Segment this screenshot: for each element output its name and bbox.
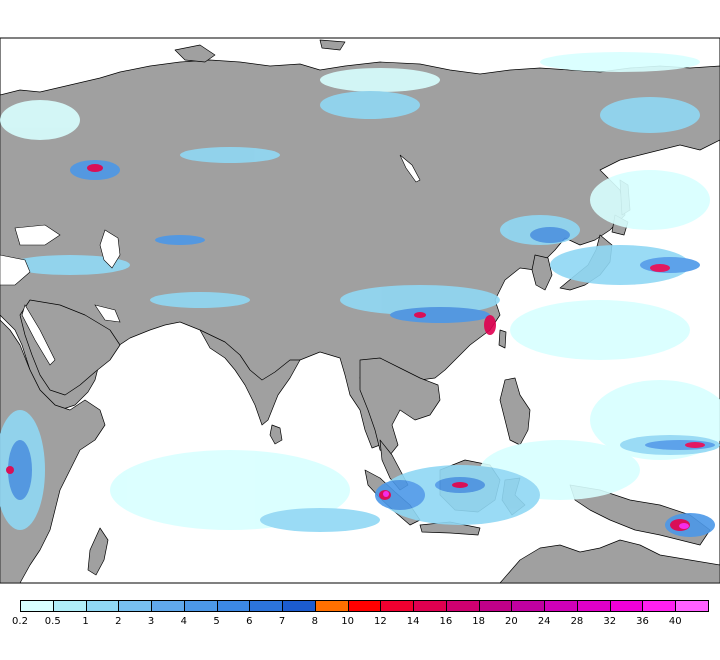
legend-color-box bbox=[511, 600, 546, 612]
legend-color-box bbox=[675, 600, 709, 612]
legend-color-box bbox=[544, 600, 578, 612]
legend-color-box bbox=[478, 600, 513, 612]
legend-color-box bbox=[445, 600, 480, 612]
legend-label: 2 bbox=[115, 616, 122, 627]
caspian-sea bbox=[99, 229, 121, 269]
legend-label: 28 bbox=[570, 616, 584, 627]
legend-color-box bbox=[314, 600, 349, 612]
legend-label: 0.5 bbox=[44, 616, 61, 627]
legend-label: 36 bbox=[636, 616, 649, 627]
legend-label: 14 bbox=[406, 616, 420, 627]
legend-label: 6 bbox=[246, 616, 253, 627]
legend-label: 32 bbox=[603, 616, 617, 627]
legend-color-box bbox=[85, 600, 120, 612]
legend-color-box bbox=[216, 600, 251, 612]
sri-lanka-island bbox=[269, 424, 283, 445]
persian-gulf bbox=[94, 304, 121, 323]
legend-label: 12 bbox=[374, 616, 387, 627]
legend-color-box bbox=[347, 600, 382, 612]
arabian-peninsula bbox=[19, 299, 121, 396]
legend-color-box bbox=[249, 600, 284, 612]
australia-landmass bbox=[499, 539, 720, 584]
legend-color-box bbox=[52, 600, 87, 612]
red-sea bbox=[21, 304, 56, 366]
legend-color-box bbox=[183, 600, 218, 612]
legend-label: 7 bbox=[278, 616, 286, 627]
legend-label: 10 bbox=[341, 616, 354, 627]
legend-label: 5 bbox=[213, 616, 220, 627]
legend-label: 8 bbox=[311, 616, 319, 627]
legend-label: 18 bbox=[472, 616, 486, 627]
legend-label: 40 bbox=[668, 616, 682, 627]
severnaya-zemlya-island bbox=[319, 39, 346, 51]
legend-color-box bbox=[609, 600, 644, 612]
legend-color-box bbox=[413, 600, 447, 612]
black-sea bbox=[14, 224, 61, 246]
legend-label: 4 bbox=[180, 616, 187, 627]
korea-peninsula bbox=[531, 254, 553, 291]
indochina-peninsula bbox=[359, 357, 441, 456]
precipitation-legend: 0.2 0.5 1 2 3 4 5 6 7 8 10 12 14 16 18 20 24 28 32 36 40 bbox=[0, 595, 720, 635]
mediterranean-sea bbox=[0, 254, 31, 286]
legend-label: 1 bbox=[82, 616, 89, 627]
lake-baikal bbox=[399, 154, 421, 183]
legend-label: 3 bbox=[147, 616, 155, 627]
philippines-islands bbox=[499, 377, 531, 446]
novaya-zemlya-island bbox=[174, 44, 216, 63]
legend-color-box bbox=[576, 600, 611, 612]
legend-color-box bbox=[20, 600, 54, 612]
india-subcontinent bbox=[199, 329, 301, 426]
legend-color-box bbox=[642, 600, 677, 612]
eurasia-landmass bbox=[0, 59, 720, 449]
taiwan-island bbox=[498, 329, 507, 349]
legend-color-box bbox=[282, 600, 316, 612]
legend-label: 20 bbox=[505, 616, 518, 627]
legend-color-box bbox=[118, 600, 153, 612]
legend-label: 0.2 bbox=[12, 616, 28, 627]
legend-color-box bbox=[380, 600, 415, 612]
precipitation-map bbox=[0, 37, 720, 584]
madagascar-island bbox=[87, 527, 109, 576]
legend-color-box bbox=[151, 600, 185, 612]
legend-label: 16 bbox=[439, 616, 453, 627]
legend-label: 24 bbox=[537, 616, 551, 627]
